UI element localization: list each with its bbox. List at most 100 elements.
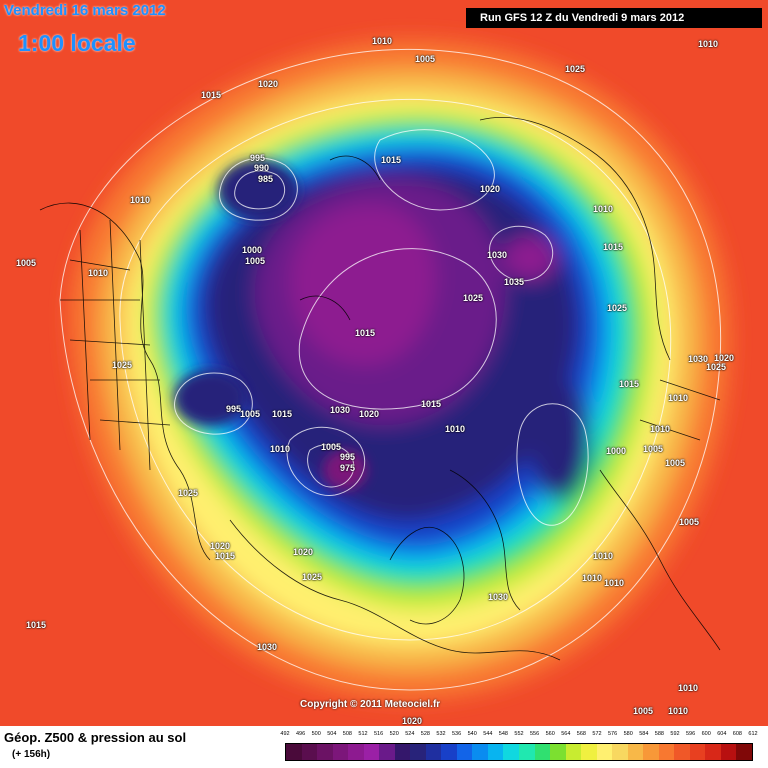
legend-tick-label: 580 [623,731,633,737]
isobar-label: 1030 [487,250,508,260]
legend-tick-label: 568 [576,731,586,737]
legend-color-cell [317,744,333,760]
isobar-label: 1015 [215,551,236,561]
isobar-label: 1005 [679,517,700,527]
isobar-label: 1010 [445,424,466,434]
legend-color-cell [581,744,597,760]
legend-tick-label: 564 [561,731,571,737]
legend-tick-label: 544 [483,731,493,737]
isobar-label: 1020 [210,541,231,551]
legend-color-cell [596,744,613,760]
legend-color-cell [425,744,442,760]
legend-color-cell [348,744,364,760]
isobar-label: 1010 [698,39,719,49]
isobar-label: 1015 [603,242,624,252]
low-pressure-cores [174,160,367,490]
isobar-label: 1005 [321,442,342,452]
isobar-label: 1015 [26,620,47,630]
copyright-notice: Copyright © 2011 Meteociel.fr [300,699,441,710]
isobar-label: 1010 [593,551,614,561]
isobar-label: 985 [258,174,274,184]
legend-tick-label: 592 [670,731,680,737]
legend-color-cell [363,744,380,760]
isobar-label: 1010 [650,424,671,434]
legend-color-cell [705,744,721,760]
legend-color-cell [689,744,706,760]
isobar-label: 1020 [402,716,423,726]
isobar-label: 1000 [242,245,263,255]
legend-tick-label: 596 [686,731,696,737]
isobar-label: 1035 [504,277,525,287]
legend-color-cell [565,744,582,760]
legend-color-cell [627,744,644,760]
isobar-label: 1010 [678,683,699,693]
isobar-label: 1020 [293,547,314,557]
legend-color-cell [394,744,411,760]
legend-tick-label: 496 [296,731,306,737]
legend-tick-label: 524 [405,731,415,737]
lead-time: (+ 156h) [12,749,51,760]
isobar-label: 1015 [272,409,293,419]
isobar-label: 1000 [606,446,627,456]
isobar-label: 1010 [604,578,625,588]
legend-color-cell [736,744,752,760]
legend-color-cell [550,744,566,760]
isobar-label: 1020 [258,79,279,89]
legend-color-cell [518,744,535,760]
isobar-label: 1010 [582,573,603,583]
isobar-label: 975 [340,463,356,473]
forecast-hour: 1:00 locale [18,30,136,56]
isobar-label: 995 [250,153,266,163]
coastlines [39,116,721,661]
isobar-label: 1015 [421,399,442,409]
legend-color-cell [332,744,349,760]
isobar-label: 1015 [201,90,222,100]
legend-color-cell [286,744,302,760]
map-background [0,0,768,726]
isobar-label: 1025 [302,572,323,582]
isobar-label: 990 [254,163,270,173]
legend-color-cell [301,744,318,760]
legend-tick-label: 492 [280,731,290,737]
isobar-label: 1005 [240,409,261,419]
isobar-label: 1015 [381,155,402,165]
isobar-label: 1020 [714,353,735,363]
forecast-date: Vendredi 16 mars 2012 [4,2,166,19]
legend-tick-label: 556 [530,731,540,737]
legend-tick-label: 500 [311,731,321,737]
isobar-label: 1025 [706,362,727,372]
isobar-label: 1005 [643,444,664,454]
legend-tick-label: 516 [374,731,384,737]
isobar-label: 1015 [619,379,640,389]
legend-tick-label: 584 [639,731,649,737]
legend-tick-label: 560 [545,731,555,737]
isobar-label: 1010 [372,36,393,46]
legend-tick-label: 504 [327,731,337,737]
isobar-label: 1010 [668,393,689,403]
legend-color-cell [410,744,426,760]
legend-color-cell [534,744,551,760]
legend-tick-label: 540 [467,731,477,737]
legend-tick-label: 600 [701,731,711,737]
isobar-label: 1025 [112,360,133,370]
legend-color-cell [643,744,659,760]
legend-tick-label: 612 [748,731,758,737]
legend-color-cell [441,744,457,760]
legend-tick-label: 532 [436,731,446,737]
legend-color-cell [658,744,675,760]
product-title: Géop. Z500 & pression au sol [4,730,187,745]
isobar-label: 1010 [593,204,614,214]
isobar-label: 995 [226,404,242,414]
color-scale-legend: 492 496 500 504 508 512 516 520 524 528 532 536 540 5… [280,731,758,761]
isobar-label: 1025 [607,303,628,313]
isobar-label: 1010 [130,195,151,205]
legend-color-cell [720,744,737,760]
legend-color-cell [612,744,628,760]
legend-tick-label: 576 [608,731,618,737]
isobar-label: 1015 [355,328,376,338]
legend-tick-label: 512 [358,731,368,737]
isobar-label: 1025 [463,293,484,303]
isobar-label: 1005 [16,258,37,268]
isobar-label: 1030 [688,354,709,364]
